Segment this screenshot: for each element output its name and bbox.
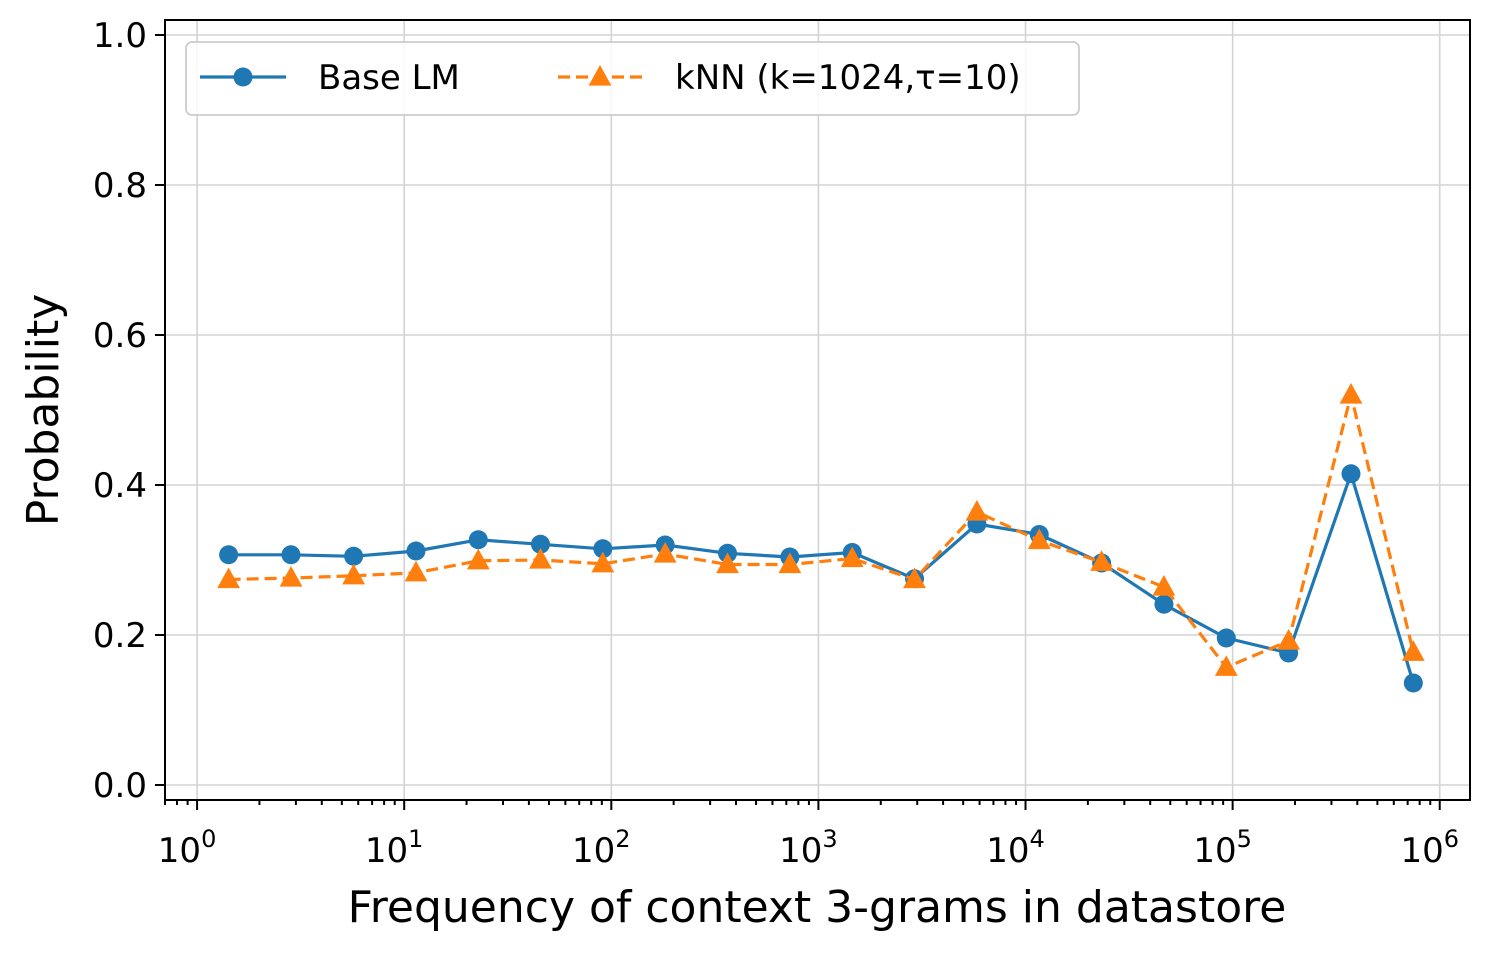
x-tick-exponent: 6: [1444, 825, 1459, 853]
y-tick-label: 0.4: [93, 466, 147, 506]
data-point: [1027, 528, 1051, 550]
data-point: [1216, 628, 1236, 648]
legend-entry: Base LM: [200, 58, 460, 98]
x-axis-label: Frequency of context 3-grams in datastor…: [348, 882, 1287, 933]
x-tick-label: 102: [572, 825, 631, 871]
x-tick-exponent: 5: [1237, 825, 1252, 853]
y-tick-label: 1.0: [93, 16, 147, 56]
data-point: [591, 551, 615, 573]
data-point: [903, 567, 926, 589]
x-tick-label: 100: [158, 825, 217, 871]
data-point: [1277, 629, 1300, 650]
data-point: [530, 534, 550, 554]
x-tick-label: 105: [1193, 825, 1252, 871]
series-line: [228, 472, 1415, 684]
data-point: [406, 541, 426, 561]
y-tick-label: 0.8: [93, 166, 147, 206]
legend-entry: kNN (k=1024,τ=10): [558, 58, 1021, 98]
y-tick-label: 0.6: [93, 316, 147, 356]
data-point: [281, 545, 301, 565]
x-tick-base: 10: [365, 831, 408, 871]
x-tick-label: 103: [779, 825, 838, 871]
data-point: [219, 545, 239, 565]
data-point: [653, 542, 677, 563]
data-point: [778, 552, 802, 574]
y-tick-label: 0.2: [93, 616, 147, 656]
x-tick-base: 10: [572, 831, 615, 871]
data-point: [1154, 594, 1174, 614]
x-tick-exponent: 4: [1030, 825, 1045, 853]
data-point: [404, 560, 428, 582]
data-point: [716, 552, 739, 574]
x-tick-exponent: 2: [615, 825, 630, 853]
x-tick-base: 10: [1400, 831, 1443, 871]
legend: Base LM kNN (k=1024,τ=10): [185, 41, 1080, 116]
grid: [165, 20, 1470, 800]
legend-marker: [233, 67, 253, 87]
data-point: [217, 567, 240, 589]
x-tick-exponent: 3: [822, 825, 837, 853]
data-point: [965, 500, 989, 521]
data-point: [1401, 640, 1425, 661]
x-tick-label: 106: [1400, 825, 1459, 871]
data-point: [468, 530, 488, 550]
data-point: [1090, 550, 1113, 571]
x-tick-base: 10: [1193, 831, 1236, 871]
data-point: [344, 546, 364, 566]
data-point: [529, 548, 552, 569]
legend-marker: [588, 65, 612, 86]
x-tick-base: 10: [158, 831, 201, 871]
data-point: [342, 563, 365, 585]
x-tick-base: 10: [986, 831, 1029, 871]
data-point: [840, 546, 864, 568]
x-tick-exponent: 1: [408, 825, 423, 853]
series-line: [228, 393, 1415, 669]
data-point: [1341, 464, 1361, 484]
x-tick-label: 101: [365, 825, 424, 871]
data-point: [593, 539, 613, 559]
data-point: [1214, 655, 1238, 676]
data-point: [466, 548, 490, 570]
legend-items: Base LM kNN (k=1024,τ=10): [200, 58, 1021, 98]
data-point: [1403, 673, 1423, 693]
series-knn: [217, 383, 1425, 676]
legend-label: kNN (k=1024,τ=10): [675, 58, 1021, 98]
data-point: [1339, 383, 1363, 404]
x-tick-label: 104: [986, 825, 1045, 871]
series-layer: [217, 383, 1425, 693]
legend-label: Base LM: [318, 58, 460, 98]
x-tick-exponent: 0: [201, 825, 216, 853]
x-tick-base: 10: [779, 831, 822, 871]
data-point: [279, 566, 303, 587]
y-axis-label: Probability: [18, 294, 69, 527]
y-tick-label: 0.0: [93, 766, 147, 806]
data-point: [1152, 575, 1176, 596]
